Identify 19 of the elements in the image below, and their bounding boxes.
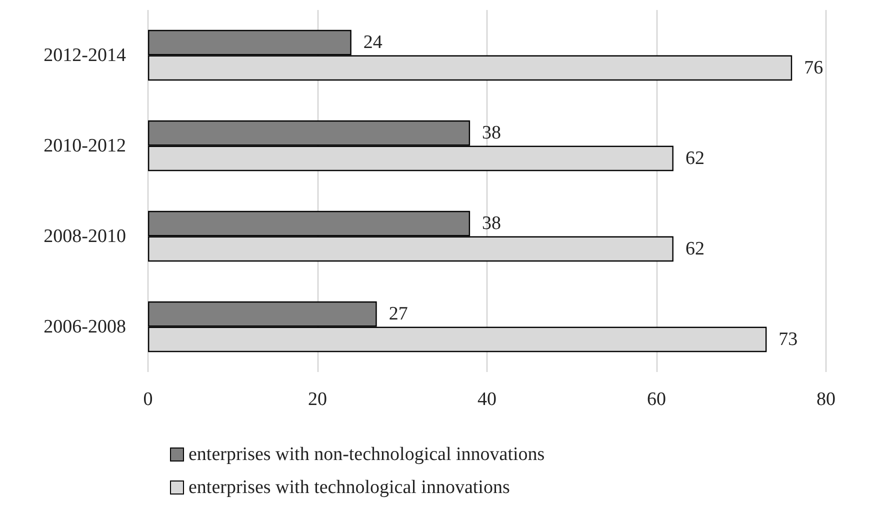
y-tick-label: 2006-2008 [44, 316, 126, 338]
legend-label: enterprises with technological innovations [188, 477, 510, 498]
x-tick-label: 20 [308, 389, 327, 410]
data-label: 73 [778, 328, 798, 350]
data-label: 27 [388, 304, 408, 325]
x-tick-label: 60 [647, 389, 666, 410]
y-tick-label: 2010-2012 [44, 135, 126, 156]
y-tick-label: 2012-2014 [44, 44, 126, 66]
x-tick-label: 0 [143, 389, 153, 410]
data-label: 24 [363, 32, 383, 54]
x-tick-label: 80 [816, 389, 836, 410]
data-label: 62 [685, 238, 704, 260]
data-label: 38 [482, 122, 502, 144]
data-label: 62 [685, 148, 704, 169]
y-tick-label: 2008-2010 [44, 226, 126, 247]
data-label: 38 [482, 213, 502, 234]
data-label: 76 [804, 57, 824, 78]
x-tick-label: 40 [478, 389, 496, 410]
legend-label: enterprises with non-technological innovations [188, 444, 545, 465]
